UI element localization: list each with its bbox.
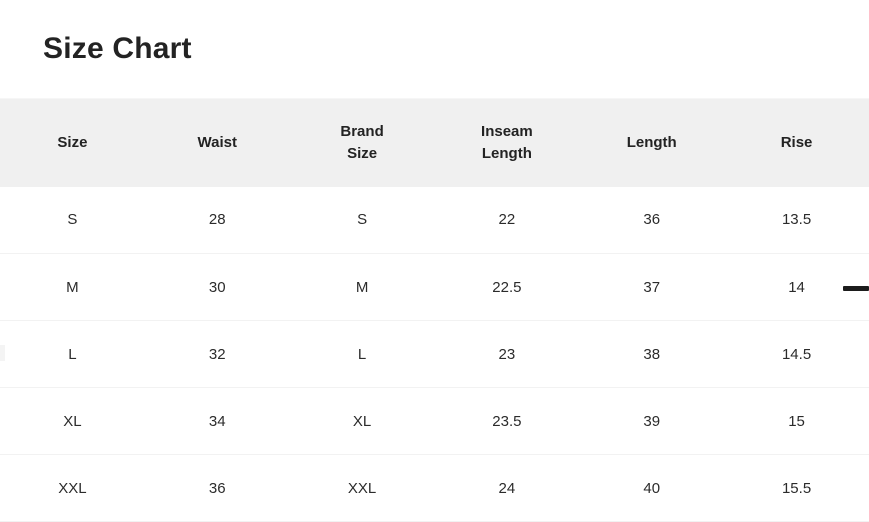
cell-brand-size: L — [289, 320, 435, 388]
table-body: S 28 S 22 36 13.5 M 30 M 22.5 37 14 L 32 L 23 38 14.5 XL 34… — [0, 186, 869, 522]
column-header-brand-size: Brand Size — [289, 98, 435, 187]
column-header-rise: Rise — [724, 98, 869, 187]
table-row: M 30 M 22.5 37 14 — [0, 253, 869, 321]
cell-brand-size: M — [289, 253, 435, 321]
page-title: Size Chart — [43, 32, 192, 65]
column-header-waist: Waist — [144, 98, 290, 187]
cell-inseam-length: 23 — [434, 320, 580, 388]
cell-inseam-length: 23.5 — [434, 387, 580, 455]
cell-size: XL — [0, 387, 145, 455]
table-row: S 28 S 22 36 13.5 — [0, 186, 869, 254]
left-edge-marker — [0, 345, 5, 361]
column-header-size: Size — [0, 98, 145, 187]
cell-size: L — [0, 320, 145, 388]
cell-rise: 15.5 — [724, 454, 869, 522]
table-header: Size Waist Brand Size Inseam Length Length Rise — [0, 98, 869, 187]
cell-inseam-length: 22.5 — [434, 253, 580, 321]
column-header-line: Size — [347, 144, 378, 162]
column-header-length: Length — [579, 98, 725, 187]
cell-waist: 32 — [144, 320, 290, 388]
cell-brand-size: S — [289, 186, 435, 254]
cell-length: 40 — [579, 454, 725, 522]
cell-brand-size: XL — [289, 387, 435, 455]
right-edge-marker — [843, 286, 869, 291]
cell-size: S — [0, 186, 145, 254]
column-header-line: Size — [57, 133, 88, 151]
cell-brand-size: XXL — [289, 454, 435, 522]
cell-waist: 36 — [144, 454, 290, 522]
cell-inseam-length: 24 — [434, 454, 580, 522]
column-header-inseam-length: Inseam Length — [434, 98, 580, 187]
table-row: XL 34 XL 23.5 39 15 — [0, 387, 869, 455]
cell-rise: 15 — [724, 387, 869, 455]
column-header-line: Brand — [340, 123, 384, 140]
cell-length: 39 — [579, 387, 725, 455]
cell-waist: 30 — [144, 253, 290, 321]
table-header-row: Size Waist Brand Size Inseam Length Length Rise — [0, 98, 869, 187]
cell-rise: 14.5 — [724, 320, 869, 388]
page-header: Size Chart — [0, 0, 869, 98]
cell-waist: 34 — [144, 387, 290, 455]
cell-rise: 13.5 — [724, 186, 869, 254]
cell-length: 37 — [579, 253, 725, 321]
column-header-line: Inseam — [481, 123, 533, 140]
column-header-line: Length — [481, 144, 532, 162]
cell-size: XXL — [0, 454, 145, 522]
cell-inseam-length: 22 — [434, 186, 580, 254]
column-header-line: Length — [626, 133, 677, 151]
table-row: XXL 36 XXL 24 40 15.5 — [0, 454, 869, 522]
cell-size: M — [0, 253, 145, 321]
table-row: L 32 L 23 38 14.5 — [0, 320, 869, 388]
cell-waist: 28 — [144, 186, 290, 254]
cell-length: 38 — [579, 320, 725, 388]
size-chart-table: Size Waist Brand Size Inseam Length Length Rise… — [0, 98, 869, 522]
column-header-line: Waist — [197, 133, 237, 151]
column-header-line: Rise — [780, 133, 813, 151]
cell-length: 36 — [579, 186, 725, 254]
